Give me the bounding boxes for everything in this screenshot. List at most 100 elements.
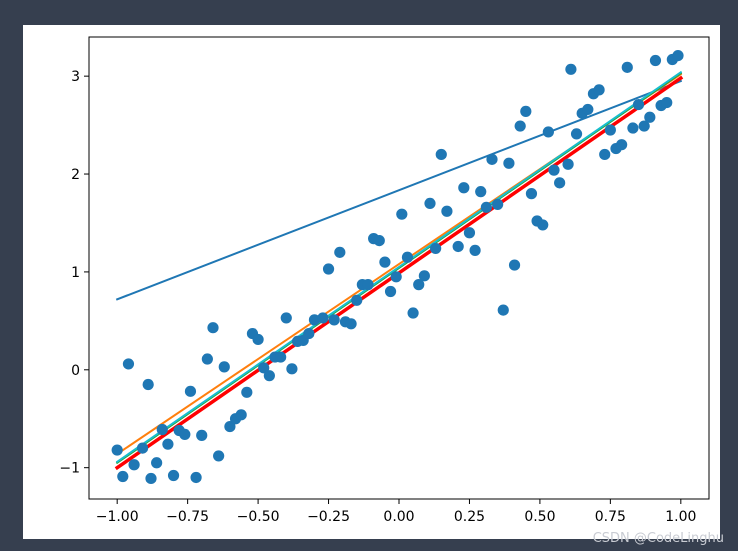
data-point <box>621 61 633 73</box>
data-point <box>167 469 180 482</box>
data-point <box>661 96 673 109</box>
data-point <box>362 279 374 291</box>
data-point <box>308 314 321 326</box>
data-point <box>303 327 315 340</box>
data-point <box>390 271 402 283</box>
data-point <box>396 208 408 220</box>
data-point <box>322 263 335 275</box>
data-point <box>480 201 492 213</box>
data-point <box>435 148 447 161</box>
data-points <box>111 49 684 485</box>
data-point <box>196 429 208 441</box>
data-point <box>525 188 538 200</box>
scatter-plot: −1.00 −0.75 −0.50 −0.25 0.00 0.25 0.50 0.75 1.00… <box>59 36 710 525</box>
x-axis-ticks: −1.00 −0.75 −0.50 −0.25 0.00 0.25 0.50 0.75 1.00 <box>96 499 696 525</box>
data-point <box>190 471 202 484</box>
data-point <box>136 442 149 454</box>
x-tick-label: 0.75 <box>595 509 626 525</box>
data-point <box>286 363 298 375</box>
data-point <box>156 423 168 436</box>
data-point <box>514 120 526 132</box>
data-point <box>252 333 264 346</box>
data-point <box>275 351 287 363</box>
data-point <box>413 279 425 291</box>
figure: −1.00 −0.75 −0.50 −0.25 0.00 0.25 0.50 0.75 1.00… <box>23 25 720 539</box>
data-point <box>317 312 329 324</box>
data-point <box>145 472 157 485</box>
data-point <box>424 197 436 209</box>
data-point <box>649 54 662 67</box>
data-point <box>492 198 504 210</box>
data-point <box>241 386 253 398</box>
data-point <box>334 246 346 258</box>
y-tick-label: 2 <box>71 167 80 183</box>
data-point <box>452 240 464 253</box>
data-point <box>218 361 230 373</box>
data-point <box>638 120 650 132</box>
y-tick-label: 3 <box>71 69 80 85</box>
data-point <box>379 256 391 268</box>
data-point <box>122 358 135 370</box>
data-point <box>184 385 197 397</box>
data-point <box>207 322 219 334</box>
watermark-text: CSDN @CodeLinghu <box>592 531 724 546</box>
data-point <box>401 251 414 263</box>
data-point <box>616 139 628 151</box>
data-point <box>503 157 515 169</box>
data-point <box>384 285 397 298</box>
y-tick-label: 1 <box>71 265 80 281</box>
data-point <box>562 158 574 170</box>
data-point <box>537 219 549 231</box>
x-tick-label: −0.75 <box>166 509 209 525</box>
fit-line-1 <box>115 79 683 301</box>
data-point <box>632 98 645 111</box>
data-point <box>627 122 639 134</box>
data-point <box>475 186 487 198</box>
data-point <box>117 470 129 483</box>
data-point <box>328 314 340 326</box>
data-point <box>162 438 174 450</box>
x-tick-label: 0.50 <box>524 509 555 525</box>
data-point <box>497 304 509 316</box>
data-point <box>263 370 275 382</box>
data-point <box>128 459 140 471</box>
fit-line-4 <box>115 70 683 464</box>
data-point <box>542 126 554 138</box>
data-point <box>593 84 605 96</box>
data-point <box>111 444 123 456</box>
data-point <box>351 294 363 306</box>
data-point <box>235 409 247 421</box>
data-point <box>179 428 191 440</box>
data-point <box>469 244 481 256</box>
data-point <box>258 362 270 374</box>
data-point <box>142 378 154 391</box>
data-point <box>554 177 566 189</box>
data-point <box>520 105 532 117</box>
data-point <box>151 457 163 469</box>
data-point <box>373 234 385 247</box>
data-point <box>407 307 419 319</box>
x-tick-label: 0.00 <box>383 509 414 525</box>
x-tick-label: 0.25 <box>454 509 485 525</box>
x-tick-label: −0.50 <box>237 509 280 525</box>
data-point <box>280 312 292 324</box>
data-point <box>418 270 430 282</box>
data-point <box>213 450 225 462</box>
data-point <box>345 318 357 330</box>
data-point <box>565 63 577 75</box>
y-axis-ticks: −1 0 1 2 3 <box>59 69 89 477</box>
data-point <box>582 103 594 116</box>
data-point <box>486 153 498 165</box>
x-tick-label: 1.00 <box>665 509 696 525</box>
data-point <box>570 128 583 140</box>
data-point <box>508 259 521 271</box>
y-tick-label: 0 <box>71 363 80 379</box>
data-point <box>672 49 684 62</box>
data-point <box>599 148 611 161</box>
data-point <box>441 205 453 217</box>
y-tick-label: −1 <box>59 461 80 477</box>
data-point <box>458 182 470 194</box>
data-point <box>604 124 616 136</box>
data-point <box>201 353 213 365</box>
fit-lines <box>114 70 684 471</box>
